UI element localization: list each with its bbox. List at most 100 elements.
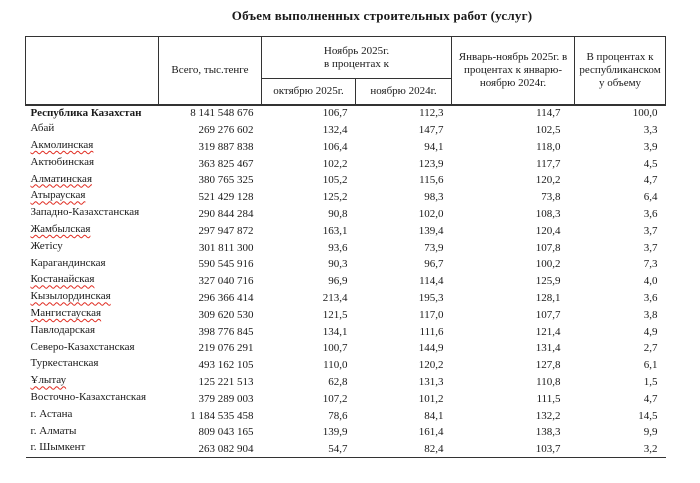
cell-total: 363 825 467 [198, 157, 254, 170]
cell-to-october: 163,1 [322, 224, 348, 237]
table-row: Карагандинская 590 545 916 90,3 96,7 100,2 7,… [26, 256, 666, 273]
header-jan-nov: Январь-ноябрь 2025г. в процентах к январ… [451, 36, 575, 105]
cell-to-october: 125,2 [322, 191, 348, 204]
cell-share: 4,0 [643, 275, 658, 288]
cell-total: 327 040 716 [198, 275, 254, 288]
cell-total: 263 082 904 [198, 442, 254, 455]
table-row: Алматинская 380 765 325 105,2 115,6 120,2 4,7 [26, 172, 666, 189]
page-title: Объем выполненных строительных работ (ус… [231, 8, 533, 23]
table-header: Всего, тыс.тенге Ноябрь 2025г. в процент… [25, 36, 666, 105]
cell-to-october: 134,1 [322, 325, 348, 338]
header-total: Всего, тыс.тенге [158, 36, 262, 105]
cell-jan-nov: 118,0 [536, 140, 561, 153]
table-row: Северо-Казахстанская 219 076 291 100,7 144,… [26, 340, 666, 357]
cell-share: 4,9 [643, 325, 658, 338]
cell-region: г. Астана [30, 407, 73, 420]
cell-to-october: 93,6 [328, 241, 348, 254]
cell-jan-nov: 103,7 [535, 442, 561, 455]
table-row: Ұлытау 125 221 513 62,8 131,3 110,8 1,5 [26, 373, 666, 390]
cell-to-november: 131,3 [418, 376, 444, 389]
table-row: г. Алматы 809 043 165 139,9 161,4 138,3 9,9 [26, 424, 666, 441]
cell-to-november: 112,3 [419, 107, 444, 120]
cell-region: г. Алматы [30, 424, 77, 437]
cell-to-october: 102,2 [322, 157, 348, 170]
cell-total: 521 429 128 [198, 191, 254, 204]
cell-share: 3,7 [643, 224, 658, 237]
cell-share: 1,5 [643, 376, 658, 389]
cell-region: Западно-Казахстанская [30, 206, 140, 219]
cell-share: 4,5 [643, 157, 658, 170]
cell-to-october: 106,7 [322, 107, 348, 120]
cell-to-november: 115,6 [419, 174, 444, 187]
cell-share: 3,8 [643, 308, 658, 321]
table-row: Акмолинская 319 887 838 106,4 94,1 118,0 3,9 [26, 138, 666, 155]
cell-total: 125 221 513 [198, 376, 254, 389]
cell-share: 4,7 [643, 174, 658, 187]
cell-to-november: 195,3 [418, 292, 444, 305]
table-row: Абай 269 276 602 132,4 147,7 102,5 3,3 [26, 121, 666, 138]
cell-jan-nov: 128,1 [535, 292, 561, 305]
cell-share: 9,9 [643, 426, 658, 439]
cell-region: Ұлытау [30, 374, 67, 387]
cell-region: Актюбинская [30, 155, 95, 168]
table-row: Туркестанская 493 162 105 110,0 120,2 127,8 6… [26, 356, 666, 373]
cell-jan-nov: 117,7 [536, 157, 561, 170]
cell-region: Костанайская [30, 273, 95, 286]
cell-to-november: 161,4 [418, 426, 444, 439]
cell-region: Жетісу [30, 239, 63, 252]
cell-share: 14,5 [638, 409, 658, 422]
cell-to-october: 90,3 [328, 258, 348, 271]
cell-to-november: 82,4 [424, 442, 444, 455]
cell-to-october: 105,2 [322, 174, 348, 187]
cell-to-october: 110,0 [323, 359, 348, 372]
cell-jan-nov: 125,9 [535, 275, 561, 288]
cell-to-november: 102,0 [418, 208, 444, 221]
cell-jan-nov: 120,2 [535, 174, 561, 187]
cell-jan-nov: 132,2 [535, 409, 561, 422]
cell-total: 290 844 284 [198, 208, 254, 221]
cell-share: 3,6 [643, 292, 658, 305]
table-row: Мангистауская 309 620 530 121,5 117,0 107,7 3… [26, 306, 666, 323]
cell-total: 809 043 165 [198, 426, 254, 439]
cell-to-november: 117,0 [419, 308, 444, 321]
cell-total: 590 545 916 [198, 258, 254, 271]
table-row: Кызылординская 296 366 414 213,4 195,3 128,1… [26, 289, 666, 306]
cell-to-october: 139,9 [322, 426, 348, 439]
cell-jan-nov: 121,4 [535, 325, 561, 338]
cell-to-october: 107,2 [322, 392, 348, 405]
table-row: Жамбылская 297 947 872 163,1 139,4 120,4 3,7 [26, 222, 666, 239]
cell-to-october: 54,7 [328, 442, 348, 455]
cell-to-november: 114,4 [419, 275, 444, 288]
header-share: В процентах к республиканскому объему [574, 36, 666, 105]
cell-region: Республика Казахстан [30, 106, 142, 119]
cell-share: 3,7 [643, 241, 658, 254]
cell-total: 297 947 872 [198, 224, 254, 237]
cell-share: 7,3 [643, 258, 658, 271]
cell-to-november: 73,9 [424, 241, 444, 254]
cell-total: 296 366 414 [198, 292, 254, 305]
cell-region: Акмолинская [30, 139, 94, 152]
cell-jan-nov: 107,7 [535, 308, 561, 321]
cell-to-november: 96,7 [424, 258, 444, 271]
table-row: Западно-Казахстанская 290 844 284 90,8 102,… [26, 205, 666, 222]
cell-to-october: 132,4 [322, 124, 348, 137]
cell-to-october: 96,9 [328, 275, 348, 288]
cell-to-october: 100,7 [322, 342, 348, 355]
cell-region: Алматинская [30, 172, 93, 185]
cell-to-november: 147,7 [418, 124, 444, 137]
cell-total: 398 776 845 [198, 325, 254, 338]
cell-region: Северо-Казахстанская [30, 340, 135, 353]
table-row: Атырауская 521 429 128 125,2 98,3 73,8 6,4 [26, 188, 666, 205]
cell-total: 301 811 300 [198, 241, 254, 254]
cell-to-november: 94,1 [424, 140, 444, 153]
table-row: г. Шымкент 263 082 904 54,7 82,4 103,7 3,2 [26, 440, 666, 457]
cell-total: 219 076 291 [198, 342, 254, 355]
cell-jan-nov: 114,7 [536, 107, 561, 120]
table-row: Восточно-Казахстанская 379 289 003 107,2 10… [26, 390, 666, 407]
cell-share: 3,2 [643, 442, 658, 455]
cell-total: 269 276 602 [198, 124, 254, 137]
cell-region: Мангистауская [30, 307, 102, 320]
header-to-october: октябрю 2025г. [261, 78, 356, 105]
cell-total: 493 162 105 [198, 359, 254, 372]
cell-share: 4,7 [643, 392, 658, 405]
